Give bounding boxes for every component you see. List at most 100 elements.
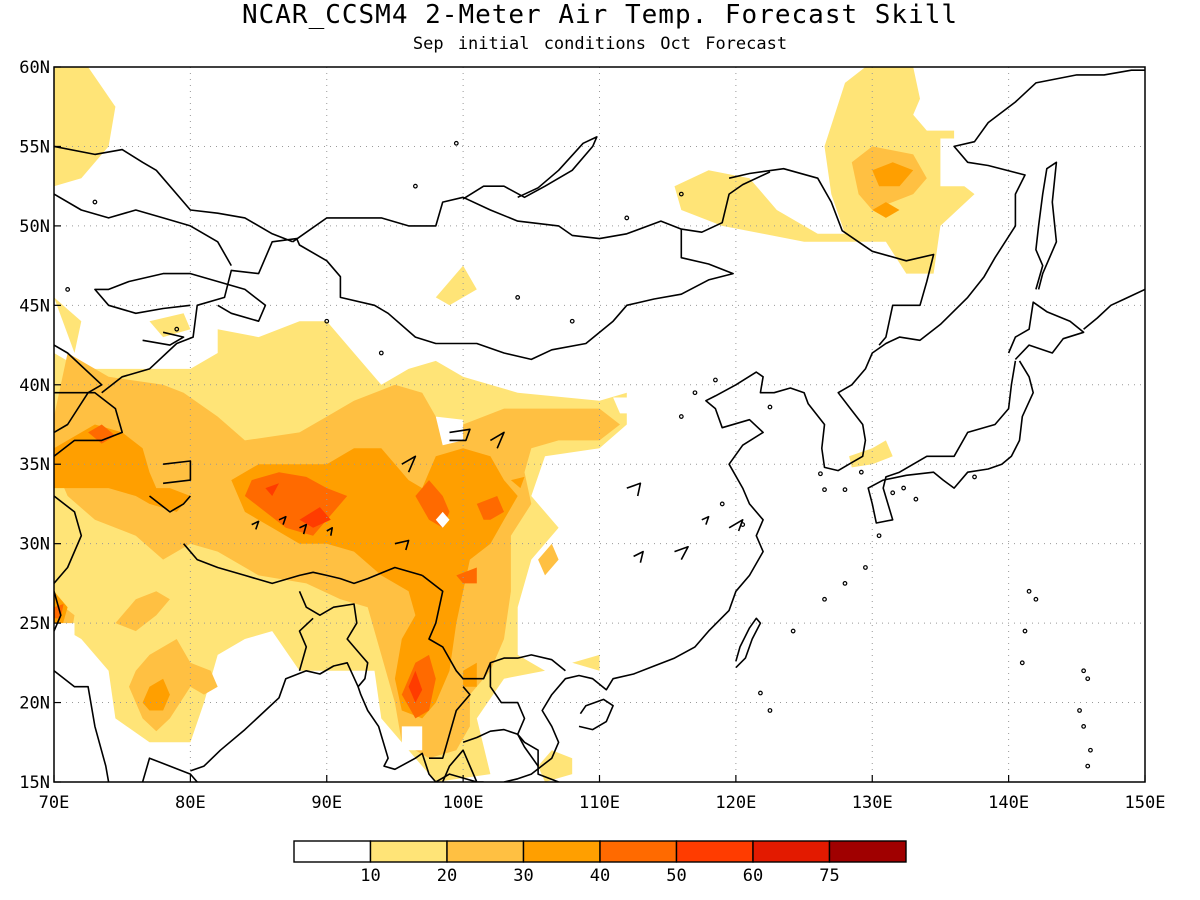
coastline-14 bbox=[1083, 288, 1145, 330]
island-16 bbox=[1081, 723, 1087, 729]
island-23 bbox=[758, 690, 763, 696]
skill-region-3 bbox=[149, 313, 191, 338]
legend-label: 10 bbox=[360, 866, 380, 886]
legend-swatch-6 bbox=[752, 840, 831, 863]
lon-tick-label: 120E bbox=[715, 793, 756, 813]
coastline-36 bbox=[489, 431, 505, 449]
lon-tick-label: 70E bbox=[39, 793, 70, 813]
lon-tick-label: 150E bbox=[1125, 793, 1166, 813]
legend-label: 30 bbox=[513, 866, 533, 886]
blank-region-3 bbox=[940, 138, 975, 187]
coastline-19 bbox=[292, 196, 682, 243]
lon-tick-label: 100E bbox=[443, 793, 484, 813]
skill-region-10 bbox=[115, 591, 170, 632]
island-36 bbox=[569, 318, 575, 324]
coastline-22 bbox=[94, 272, 267, 323]
coastline-18 bbox=[681, 171, 771, 233]
legend-label: 60 bbox=[743, 866, 763, 886]
skill-region-20 bbox=[872, 202, 900, 218]
coastline-26 bbox=[182, 543, 423, 585]
coastline-17 bbox=[101, 229, 734, 394]
coastlines-and-borders bbox=[54, 69, 1145, 782]
coastline-30 bbox=[429, 686, 471, 760]
island-31 bbox=[65, 287, 71, 292]
coastline-23 bbox=[142, 331, 185, 346]
coastline-38 bbox=[299, 523, 308, 535]
skill-region-5 bbox=[674, 67, 975, 274]
chart-subtitle: Sep initial conditions Oct Forecast bbox=[412, 34, 788, 54]
coastline-21 bbox=[54, 193, 232, 266]
skill-region-14 bbox=[538, 543, 559, 576]
coastline-1 bbox=[54, 391, 123, 457]
coastline-43 bbox=[633, 550, 644, 563]
coastline-33 bbox=[435, 773, 478, 782]
island-11 bbox=[1026, 588, 1032, 594]
lon-tick-label: 90E bbox=[311, 793, 342, 813]
island-15 bbox=[1077, 708, 1082, 713]
coastline-29 bbox=[298, 617, 314, 672]
island-24 bbox=[818, 471, 823, 477]
skill-region-21 bbox=[463, 662, 477, 687]
skill-region-29 bbox=[456, 567, 477, 584]
island-34 bbox=[378, 350, 384, 356]
island-3 bbox=[842, 487, 848, 493]
legend-swatch-5 bbox=[675, 840, 754, 863]
skill-region-16 bbox=[54, 424, 191, 512]
island-20 bbox=[1022, 628, 1028, 634]
blank-region-1 bbox=[401, 726, 423, 751]
island-32 bbox=[174, 326, 180, 332]
island-12 bbox=[1033, 596, 1039, 602]
legend-label: 20 bbox=[437, 866, 457, 886]
coastline-6 bbox=[190, 661, 437, 782]
island-4 bbox=[858, 469, 864, 475]
coastline-13 bbox=[1035, 161, 1058, 290]
coastline-32 bbox=[462, 728, 539, 767]
island-26 bbox=[412, 183, 418, 189]
blank-region-0 bbox=[54, 623, 75, 655]
legend-swatch-2 bbox=[446, 840, 525, 863]
coastline-44 bbox=[674, 545, 689, 560]
island-28 bbox=[624, 215, 630, 221]
coastline-24 bbox=[163, 460, 192, 485]
coastline-27 bbox=[421, 574, 566, 680]
lat-tick-label: 60N bbox=[19, 58, 50, 78]
island-5 bbox=[790, 628, 796, 634]
legend-label: 50 bbox=[666, 866, 686, 886]
skill-region-18 bbox=[142, 678, 170, 711]
coastline-40 bbox=[278, 515, 287, 525]
legend-swatch-1 bbox=[369, 840, 448, 863]
island-14 bbox=[1085, 676, 1091, 682]
coastline-42 bbox=[626, 482, 642, 497]
lat-tick-label: 50N bbox=[19, 217, 50, 237]
coastline-20 bbox=[54, 145, 293, 243]
island-39 bbox=[713, 377, 718, 383]
legend-label: 40 bbox=[590, 866, 610, 886]
lat-tick-label: 25N bbox=[19, 614, 50, 634]
skill-region-8 bbox=[572, 654, 600, 671]
coastline-0 bbox=[54, 344, 103, 434]
coastline-46 bbox=[701, 515, 710, 525]
coastline-41 bbox=[251, 520, 260, 530]
skill-region-31 bbox=[265, 483, 279, 496]
island-35 bbox=[515, 294, 521, 300]
legend-swatch-4 bbox=[599, 840, 678, 863]
island-0 bbox=[890, 490, 896, 496]
blank-region-5 bbox=[435, 511, 450, 528]
skill-region-27 bbox=[88, 424, 116, 444]
skill-region-0 bbox=[54, 67, 116, 187]
skill-region-7 bbox=[435, 265, 477, 306]
lat-tick-label: 55N bbox=[19, 137, 50, 157]
island-42 bbox=[740, 522, 746, 527]
skill-region-25 bbox=[476, 496, 504, 520]
island-29 bbox=[678, 191, 684, 197]
coastline-10 bbox=[578, 698, 614, 731]
coastline-25 bbox=[149, 495, 192, 513]
coastline-11 bbox=[867, 360, 1034, 524]
chart-title: NCAR_CCSM4 2-Meter Air Temp. Forecast Sk… bbox=[241, 0, 959, 30]
island-30 bbox=[92, 199, 98, 205]
coastline-15 bbox=[462, 136, 598, 200]
island-40 bbox=[767, 404, 773, 410]
lon-tick-label: 130E bbox=[852, 793, 893, 813]
